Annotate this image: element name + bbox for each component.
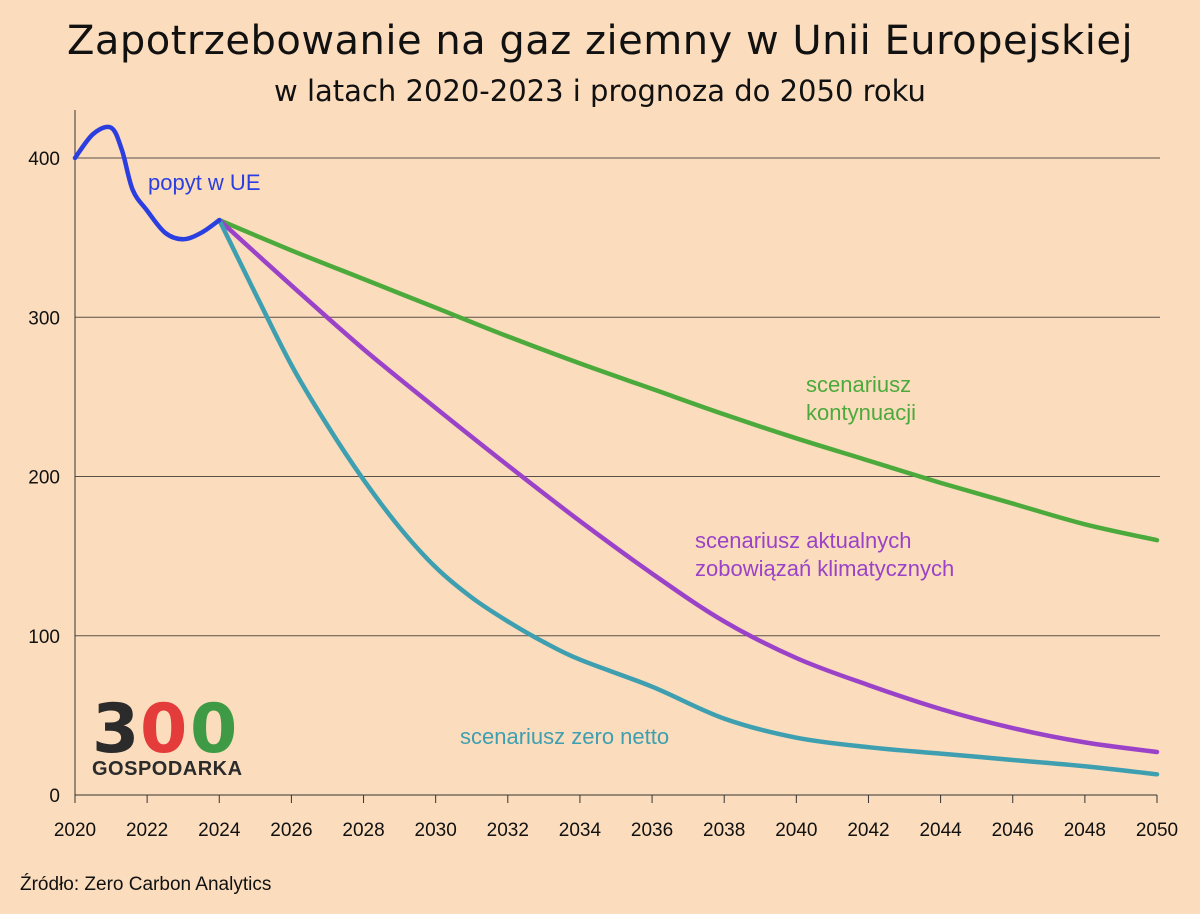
x-tick-label: 2022 <box>126 820 168 841</box>
x-tick-label: 2026 <box>270 820 312 841</box>
x-tick-label: 2048 <box>1064 820 1106 841</box>
logo-text: GOSPODARKA <box>92 758 243 780</box>
x-tick-label: 2030 <box>415 820 457 841</box>
x-tick-label: 2038 <box>703 820 745 841</box>
series-labels: popyt w UE scenariusz kontynuacji scenarius… <box>148 170 954 749</box>
series-line-scenariusz-zobowiazan <box>217 217 1160 755</box>
x-tick-label: 2036 <box>631 820 673 841</box>
series-lines <box>72 124 1160 777</box>
series-label: scenariusz aktualnych <box>695 528 911 553</box>
source-note: Źródło: Zero Carbon Analytics <box>20 874 272 895</box>
series-label: scenariusz <box>806 372 911 397</box>
series-line-popyt-w-ue <box>72 124 222 242</box>
x-tick-label: 2046 <box>992 820 1034 841</box>
series-label: kontynuacji <box>806 400 916 425</box>
x-tick-label: 2050 <box>1136 820 1178 841</box>
y-tick-label: 100 <box>28 627 60 648</box>
series-label: popyt w UE <box>148 170 261 195</box>
y-tick-label: 300 <box>28 308 60 329</box>
logo-digit: 0 <box>140 690 187 769</box>
y-tick-label: 200 <box>28 468 60 489</box>
x-tick-label: 2032 <box>487 820 529 841</box>
x-tick-label: 2028 <box>342 820 384 841</box>
x-tick-label: 2024 <box>198 820 241 841</box>
series-label: zobowiązań klimatycznych <box>695 556 954 581</box>
logo-digit: 3 <box>92 690 139 769</box>
y-tick-label: 400 <box>28 149 60 170</box>
grid-lines <box>75 157 1160 637</box>
series-label: scenariusz zero netto <box>460 724 669 749</box>
x-tick-label: 2040 <box>775 820 817 841</box>
logo-digit: 0 <box>190 690 237 769</box>
x-tick-label: 2034 <box>559 820 602 841</box>
chart-title: Zapotrzebowanie na gaz ziemny w Unii Eur… <box>66 18 1134 64</box>
x-tick-label: 2044 <box>919 820 962 841</box>
y-tick-label: 0 <box>49 786 60 807</box>
series-line-scenariusz-kontynuacji <box>217 217 1160 543</box>
x-tick-label: 2020 <box>54 820 96 841</box>
chart-subtitle: w latach 2020-2023 i prognoza do 2050 ro… <box>274 74 926 108</box>
series-line-scenariusz-zero-netto <box>217 217 1160 777</box>
x-tick-label: 2042 <box>847 820 889 841</box>
